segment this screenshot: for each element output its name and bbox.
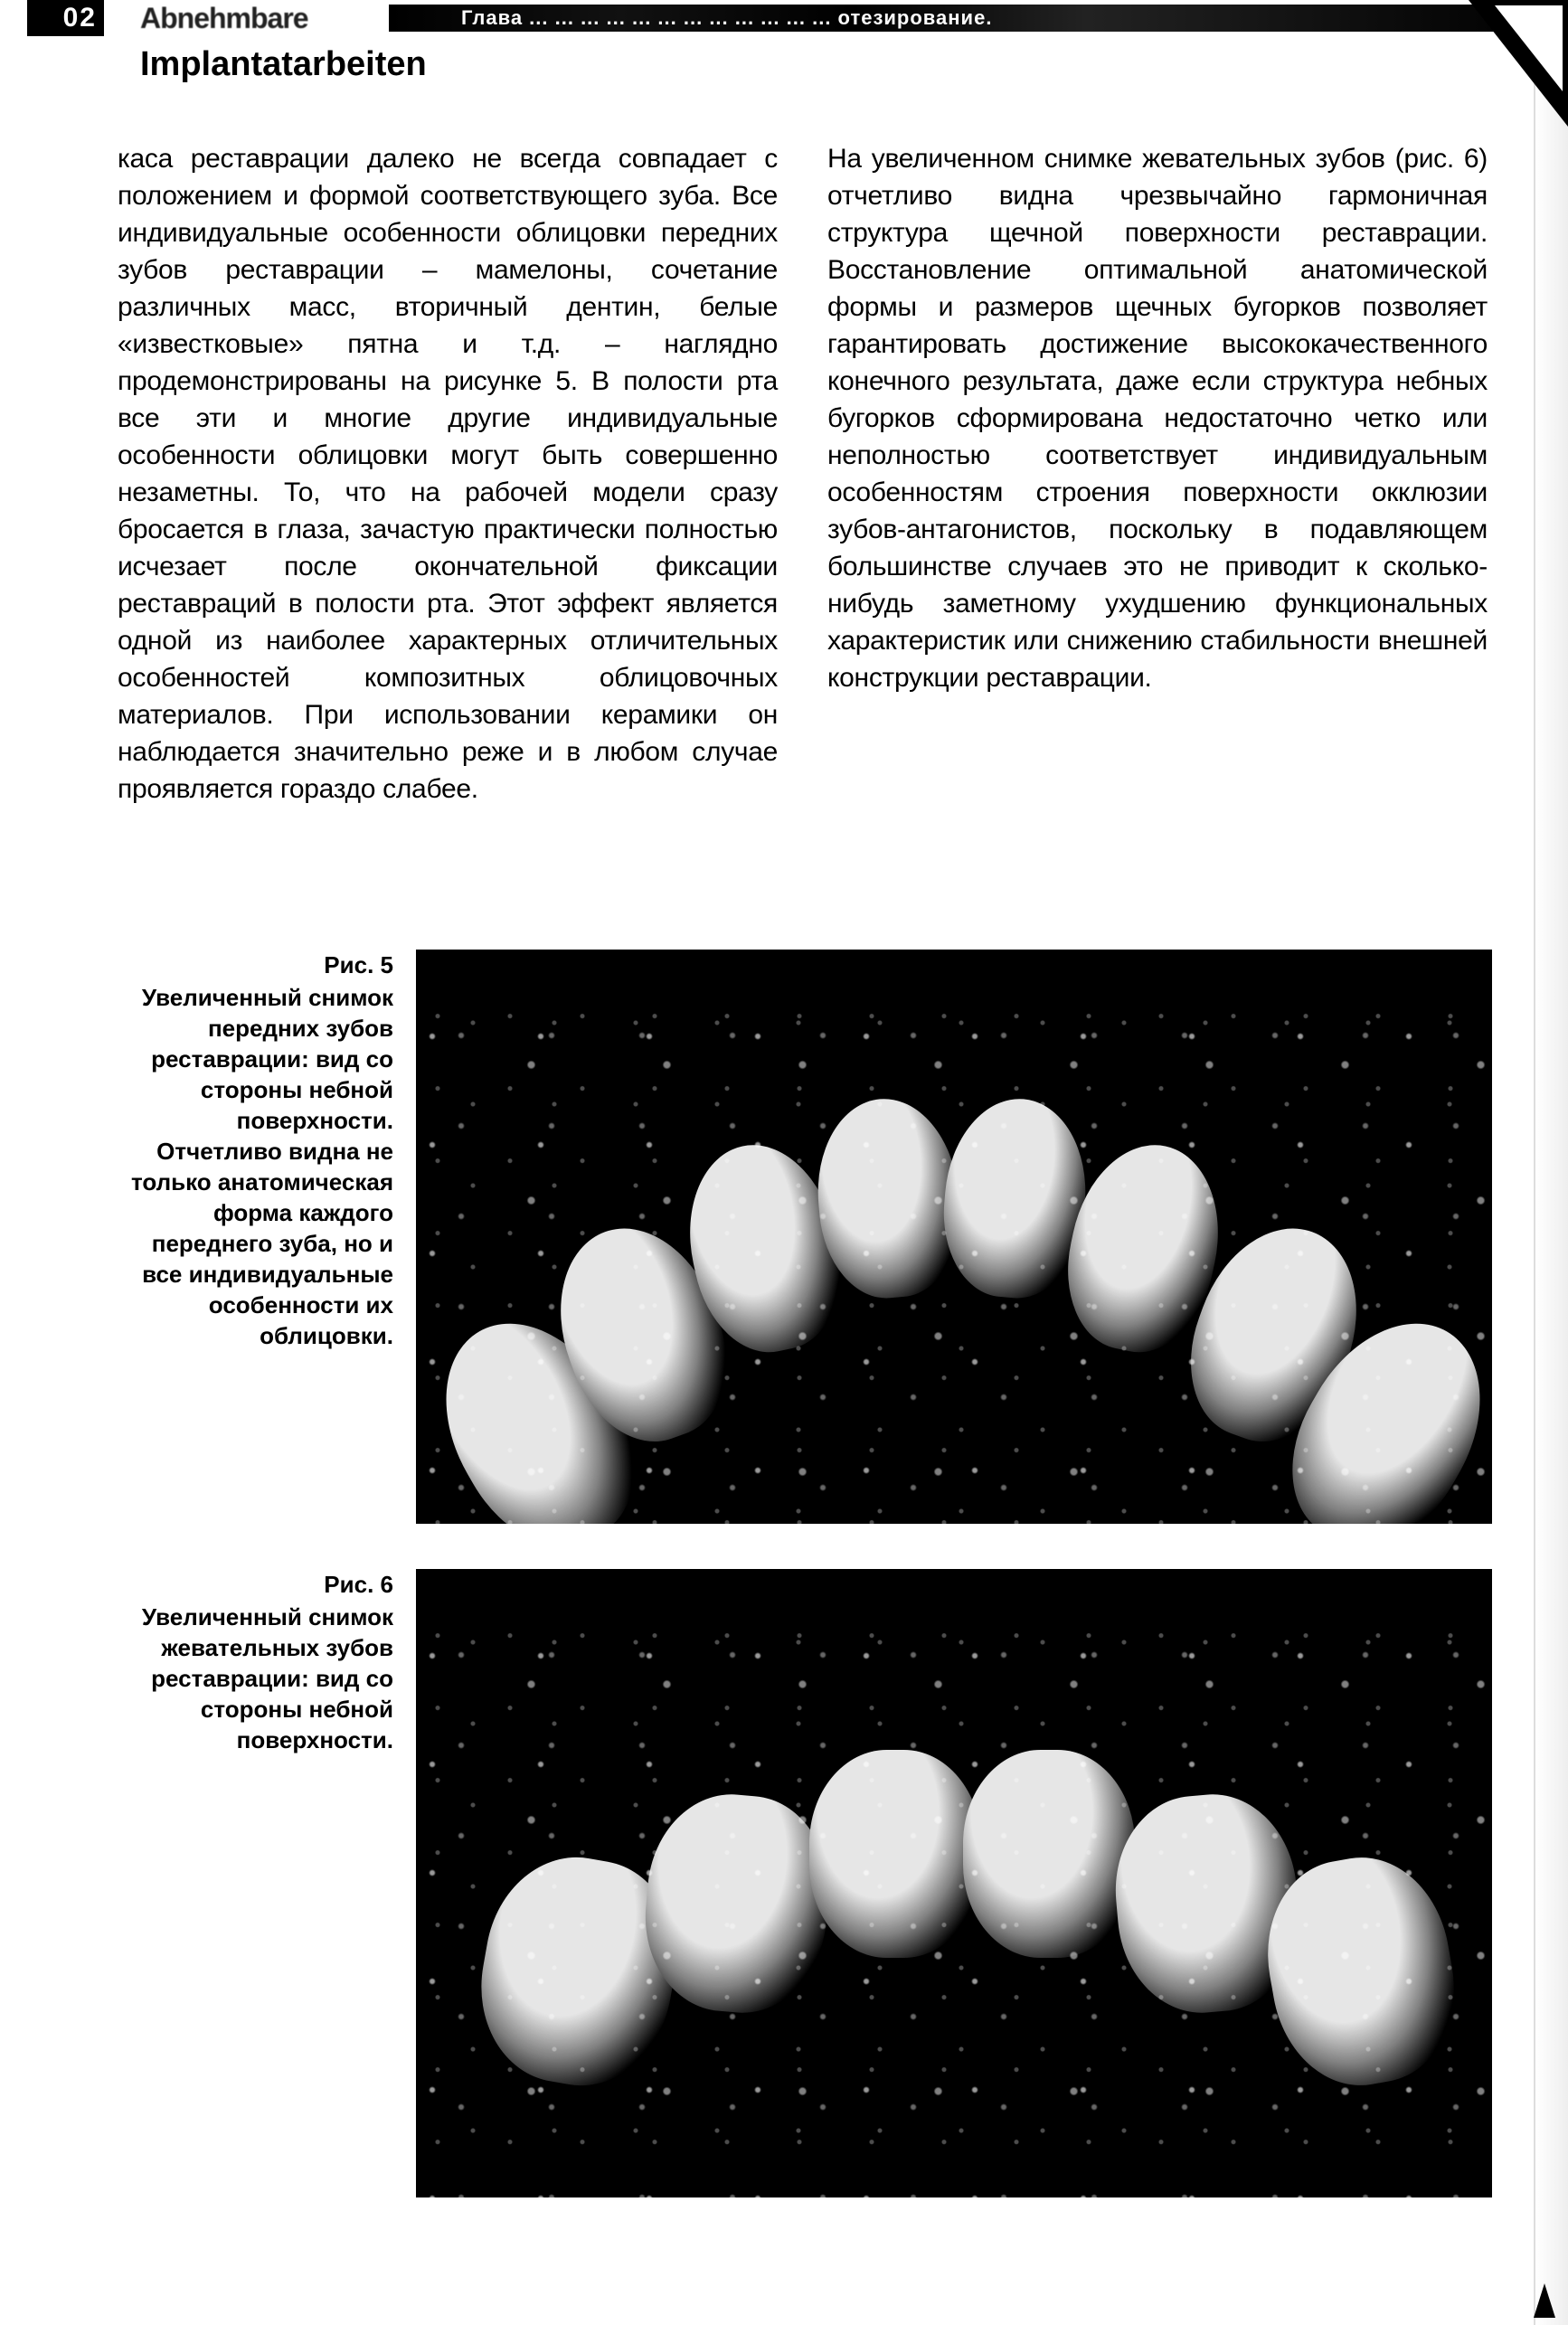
figure-6-row: Рис. 6 Увеличенный снимок жевательных зу…: [118, 1569, 1492, 2197]
bottom-corner-mark: [1526, 2273, 1563, 2318]
figures-block: Рис. 5 Увеличенный снимок передних зубов…: [118, 950, 1492, 2243]
column-left: каса реставрации далеко не всегда совпад…: [118, 140, 778, 808]
image-noise: [416, 950, 1492, 1524]
figure-5-label: Рис. 5: [118, 950, 393, 980]
figure-6-label: Рис. 6: [118, 1569, 393, 1600]
figure-6-caption-text: Увеличенный снимок жевательных зубов рес…: [142, 1603, 393, 1753]
header-stripe: Глава ... ... ... ... ... ... ... ... ..…: [389, 5, 1550, 32]
figure-5-caption-text: Увеличенный снимок передних зубов рестав…: [131, 984, 393, 1349]
image-noise: [416, 1569, 1492, 2197]
figure-5-row: Рис. 5 Увеличенный снимок передних зубов…: [118, 950, 1492, 1524]
header-bar: 02 Abnehmbare Глава ... ... ... ... ... …: [0, 0, 1568, 59]
figure-5-caption: Рис. 5 Увеличенный снимок передних зубов…: [118, 950, 416, 1351]
page-corner-fold: [1495, 5, 1563, 91]
header-abnehmbare: Abnehmbare: [140, 2, 308, 35]
header-stripe-text: Глава ... ... ... ... ... ... ... ... ..…: [389, 5, 1550, 32]
column-right: На увеличенном снимке жевательных зубов …: [827, 140, 1488, 808]
body-columns: каса реставрации далеко не всегда совпад…: [118, 140, 1492, 808]
header-title: Implantatarbeiten: [140, 45, 427, 84]
figure-5-image: [416, 950, 1492, 1524]
figure-6-image: [416, 1569, 1492, 2197]
page-number: 02: [27, 0, 104, 36]
figure-6-caption: Рис. 6 Увеличенный снимок жевательных зу…: [118, 1569, 416, 1755]
page: 02 Abnehmbare Глава ... ... ... ... ... …: [0, 0, 1568, 2325]
page-right-edge: [1534, 0, 1568, 2325]
